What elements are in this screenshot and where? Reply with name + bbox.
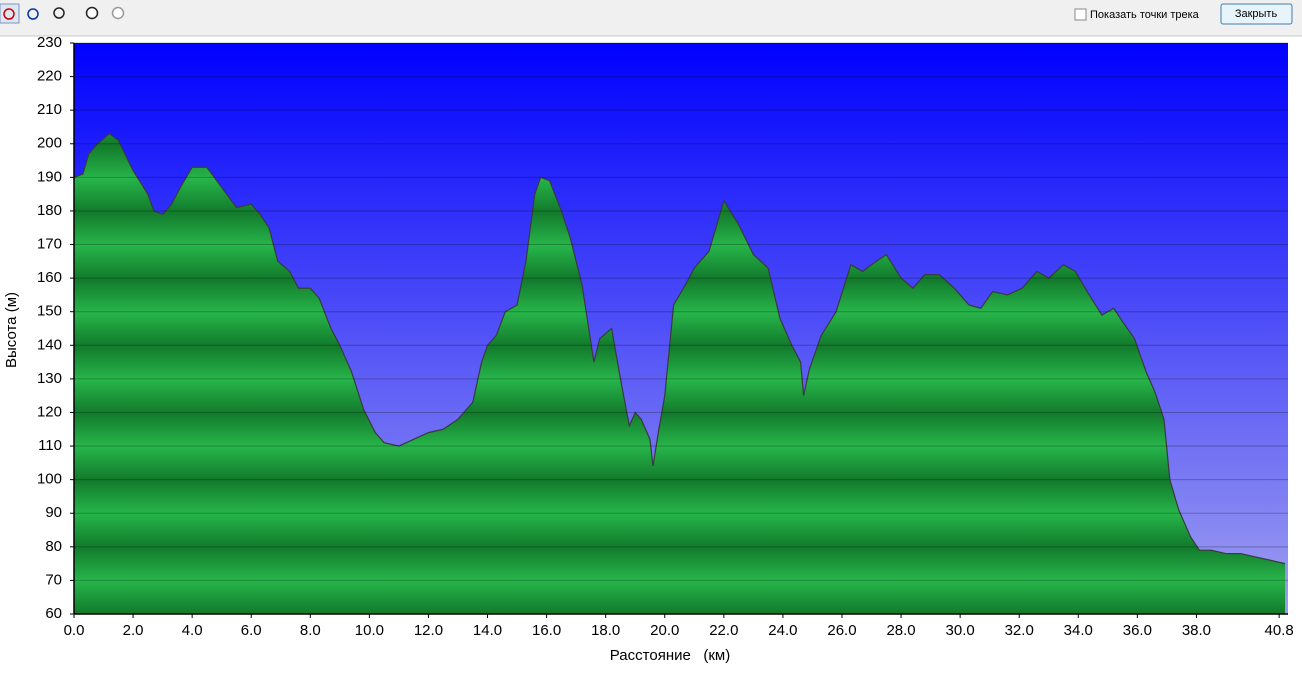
elevation-area	[74, 133, 1286, 614]
close-button[interactable]	[1220, 3, 1293, 25]
checkbox-label: Показать точки трека	[1090, 9, 1200, 21]
y-tick-label: 120	[37, 403, 62, 420]
tool-zoom-in[interactable]	[85, 6, 99, 20]
x-tick-label: 16.0	[532, 622, 561, 639]
y-tick-label: 160	[37, 269, 62, 286]
checkbox[interactable]	[1074, 8, 1087, 21]
x-tick-label: 36.0	[1123, 622, 1152, 639]
close-button-label: Закрыть	[1235, 8, 1278, 20]
tool-zoom-out[interactable]	[111, 6, 125, 20]
x-tick-label: 20.0	[650, 622, 679, 639]
y-tick-label: 170	[37, 235, 62, 252]
x-tick-label: 0.0	[64, 622, 85, 639]
y-tick-label: 220	[37, 68, 62, 85]
y-tick-label: 180	[37, 202, 62, 219]
x-tick-label: 24.0	[768, 622, 797, 639]
y-tick-label: 190	[37, 168, 62, 185]
y-tick-label: 90	[45, 504, 62, 521]
y-tick-label: 70	[45, 571, 62, 588]
y-tick-label: 200	[37, 135, 62, 152]
x-tick-label: 14.0	[473, 622, 502, 639]
y-tick-label: 130	[37, 370, 62, 387]
x-tick-label: 4.0	[182, 622, 203, 639]
x-tick-label: 38.0	[1182, 622, 1211, 639]
x-tick-label: 40.8	[1265, 622, 1294, 639]
elevation-line	[73, 132, 1286, 565]
x-tick-label: 2.0	[123, 622, 144, 639]
y-tick-label: 210	[37, 101, 62, 118]
tool-zoom-area[interactable]	[53, 7, 65, 19]
y-tick-label: 110	[38, 437, 62, 454]
y-tick-label: 140	[37, 336, 62, 353]
tool-cursor[interactable]	[27, 8, 39, 20]
x-tick-label: 6.0	[241, 622, 262, 639]
x-tick-label: 28.0	[886, 622, 915, 639]
y-tick-label: 80	[45, 538, 62, 555]
x-axis-title: Расстояние (км)	[610, 647, 730, 664]
x-tick-label: 10.0	[355, 622, 384, 639]
y-tick-label: 230	[37, 34, 62, 51]
y-tick-label: 60	[45, 605, 62, 622]
x-tick-label: 8.0	[300, 622, 321, 639]
x-tick-label: 26.0	[827, 622, 856, 639]
x-tick-label: 18.0	[591, 622, 620, 639]
tool-select[interactable]	[0, 3, 20, 24]
y-tick-label: 100	[37, 471, 62, 488]
x-tick-label: 34.0	[1064, 622, 1093, 639]
tool-icons	[0, 3, 125, 24]
x-tick-label: 12.0	[414, 622, 443, 639]
x-tick-label: 30.0	[946, 622, 975, 639]
tool-select-icon	[3, 8, 15, 20]
x-tick-label: 22.0	[709, 622, 738, 639]
y-axis-title: Высота (м)	[3, 292, 20, 368]
x-tick-label: 32.0	[1005, 622, 1034, 639]
y-tick-label: 150	[37, 303, 62, 320]
